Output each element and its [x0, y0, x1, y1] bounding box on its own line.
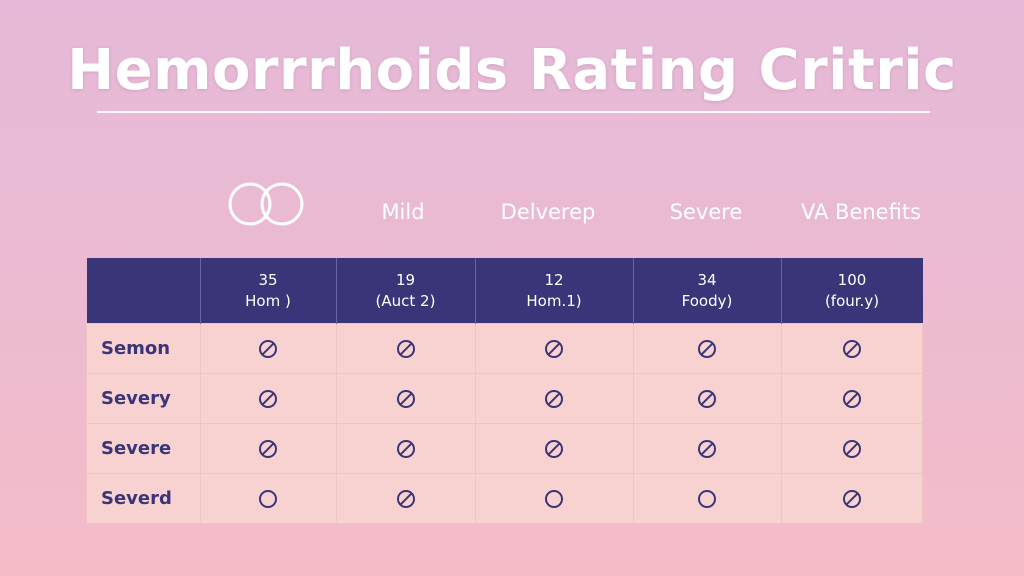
slashed-circle-icon: [545, 440, 563, 459]
header-value: 12: [544, 270, 564, 289]
two-rings-icon: [228, 182, 304, 226]
page-title: Hemorrrhoids Rating Critric: [67, 38, 957, 103]
column-label-mild: Mild: [381, 200, 425, 224]
slashed-circle-icon: [396, 490, 415, 509]
table-cell: [335, 423, 476, 474]
header-value: 34: [697, 270, 717, 289]
table-cell: [632, 373, 782, 424]
header-value: 19: [395, 270, 416, 289]
row-label: Semon: [86, 323, 201, 374]
table-cell: [632, 423, 782, 474]
table-cell: [780, 373, 923, 424]
header-sub: (Auct 2): [375, 291, 436, 310]
slashed-circle-icon: [396, 390, 415, 409]
header-value: 100: [837, 270, 867, 289]
slashed-circle-icon: [698, 440, 716, 459]
column-label-va-benefits: VA Benefits: [800, 200, 922, 224]
table-cell: [199, 473, 337, 524]
table-cell: [632, 323, 782, 374]
table-row: Severd: [86, 473, 923, 524]
table-cell: [474, 423, 634, 474]
empty-circle-icon: [545, 490, 563, 509]
table-row: Severy: [86, 373, 923, 424]
slashed-circle-icon: [842, 490, 861, 509]
header-value: 35: [258, 270, 278, 289]
slashed-circle-icon: [545, 340, 563, 359]
header-cell: 100 (four.y): [780, 258, 923, 324]
table-cell: [199, 323, 337, 374]
row-label: Severd: [86, 473, 201, 524]
table-row: Severe: [86, 423, 923, 474]
header-row: 35 Hom ) 19 (Auct 2) 12 Hom.1) 34 Foody) 100…: [86, 258, 923, 324]
slashed-circle-icon: [545, 390, 563, 409]
slashed-circle-icon: [259, 440, 277, 459]
slashed-circle-icon: [259, 340, 277, 359]
column-label-delverep: Delverep: [500, 200, 596, 224]
table-cell: [780, 423, 923, 474]
slashed-circle-icon: [842, 440, 861, 459]
header-sub: Hom.1): [526, 291, 582, 310]
table-row: Semon: [86, 323, 923, 374]
table-cell: [335, 373, 476, 424]
row-label: Severe: [86, 423, 201, 474]
table-cell: [632, 473, 782, 524]
header-cell: 35 Hom ): [199, 258, 336, 324]
table-cell: [199, 423, 337, 474]
table-cell: [780, 323, 923, 374]
slashed-circle-icon: [842, 390, 861, 409]
table-cell: [335, 323, 476, 374]
header-cell: 12 Hom.1): [474, 258, 633, 324]
slashed-circle-icon: [259, 390, 277, 409]
table-cell: [474, 323, 634, 374]
slashed-circle-icon: [396, 340, 415, 359]
header-sub: Foody): [681, 291, 733, 310]
slashed-circle-icon: [842, 340, 861, 359]
table-cell: [474, 373, 634, 424]
table-cell: [335, 473, 476, 524]
empty-circle-icon: [259, 490, 277, 509]
rating-table: 35 Hom ) 19 (Auct 2) 12 Hom.1) 34 Foody) 100…: [86, 258, 923, 524]
column-label-severe: Severe: [669, 200, 743, 224]
table-cell: [474, 473, 634, 524]
table-cell: [199, 373, 337, 424]
title-underline: [97, 111, 930, 113]
header-corner: [86, 258, 200, 324]
table-cell: [780, 473, 923, 524]
header-sub: (four.y): [824, 291, 880, 310]
slashed-circle-icon: [698, 340, 716, 359]
slashed-circle-icon: [698, 390, 716, 409]
header-sub: Hom ): [245, 291, 291, 310]
row-label: Severy: [86, 373, 201, 424]
header-cell: 19 (Auct 2): [335, 258, 475, 324]
empty-circle-icon: [698, 490, 716, 509]
header-cell: 34 Foody): [632, 258, 781, 324]
slashed-circle-icon: [396, 440, 415, 459]
